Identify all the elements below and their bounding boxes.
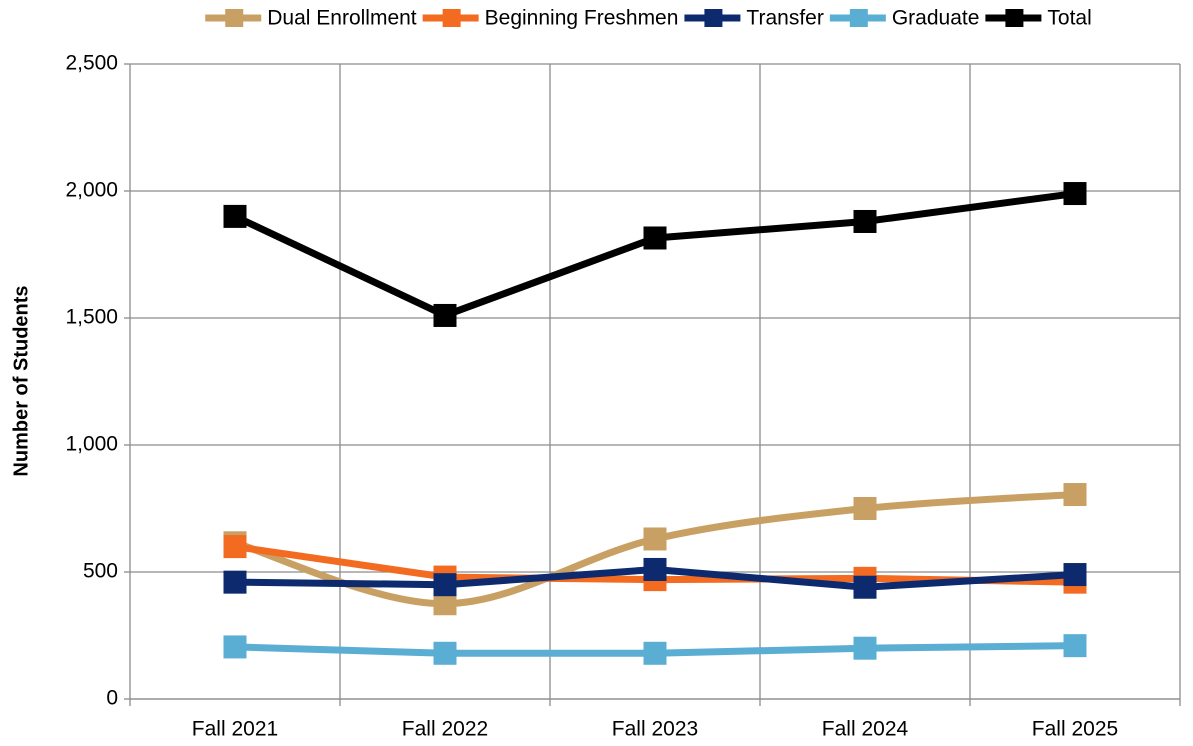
marker <box>853 575 877 599</box>
x-tick-label: Fall 2022 <box>402 718 488 741</box>
legend-label: Total <box>1047 7 1091 30</box>
x-tick-label: Fall 2021 <box>192 718 278 741</box>
legend-item: Total <box>985 7 1092 30</box>
x-tick-label: Fall 2024 <box>822 718 909 741</box>
marker <box>853 497 877 520</box>
legend-marker <box>225 9 244 27</box>
y-tick-label: 1,000 <box>65 433 118 456</box>
legend-label: Beginning Freshmen <box>485 7 679 30</box>
marker <box>643 641 667 665</box>
marker <box>853 636 877 660</box>
marker <box>1063 182 1087 206</box>
marker <box>1063 634 1087 658</box>
x-tick-label: Fall 2025 <box>1032 718 1118 741</box>
legend-item: Dual Enrollment <box>205 7 417 30</box>
marker <box>223 204 247 228</box>
marker <box>643 557 667 581</box>
marker <box>433 573 457 597</box>
marker <box>223 635 247 659</box>
marker <box>1063 483 1087 507</box>
y-tick-label: 1,500 <box>65 306 118 329</box>
legend-marker <box>442 9 461 27</box>
series <box>223 634 1087 665</box>
marker <box>643 226 667 250</box>
legend-item: Transfer <box>684 7 824 30</box>
marker <box>433 303 457 327</box>
y-tick-label: 2,000 <box>65 179 118 202</box>
legend-item: Graduate <box>829 7 980 30</box>
marker <box>223 535 247 559</box>
series <box>223 557 1087 599</box>
legend-marker <box>849 9 868 27</box>
series <box>223 182 1087 327</box>
marker <box>433 641 457 665</box>
legend-label: Transfer <box>746 7 823 30</box>
y-axis-title: Number of Students <box>10 285 32 476</box>
legend-label: Dual Enrollment <box>267 7 417 30</box>
marker <box>853 209 877 233</box>
marker <box>1063 563 1087 587</box>
y-tick-label: 0 <box>106 687 118 710</box>
series <box>223 483 1087 616</box>
legend-item: Beginning Freshmen <box>422 7 679 30</box>
y-tick-label: 2,500 <box>65 52 118 75</box>
x-tick-label: Fall 2023 <box>612 718 698 741</box>
marker <box>223 570 247 594</box>
legend-marker <box>1005 9 1024 27</box>
legend: Dual Enrollment Beginning Freshmen Transfe… <box>205 7 1092 30</box>
legend-marker <box>704 9 723 27</box>
y-tick-label: 500 <box>83 560 118 583</box>
marker <box>643 527 667 551</box>
series-line <box>233 190 1076 319</box>
legend-label: Graduate <box>892 7 980 30</box>
